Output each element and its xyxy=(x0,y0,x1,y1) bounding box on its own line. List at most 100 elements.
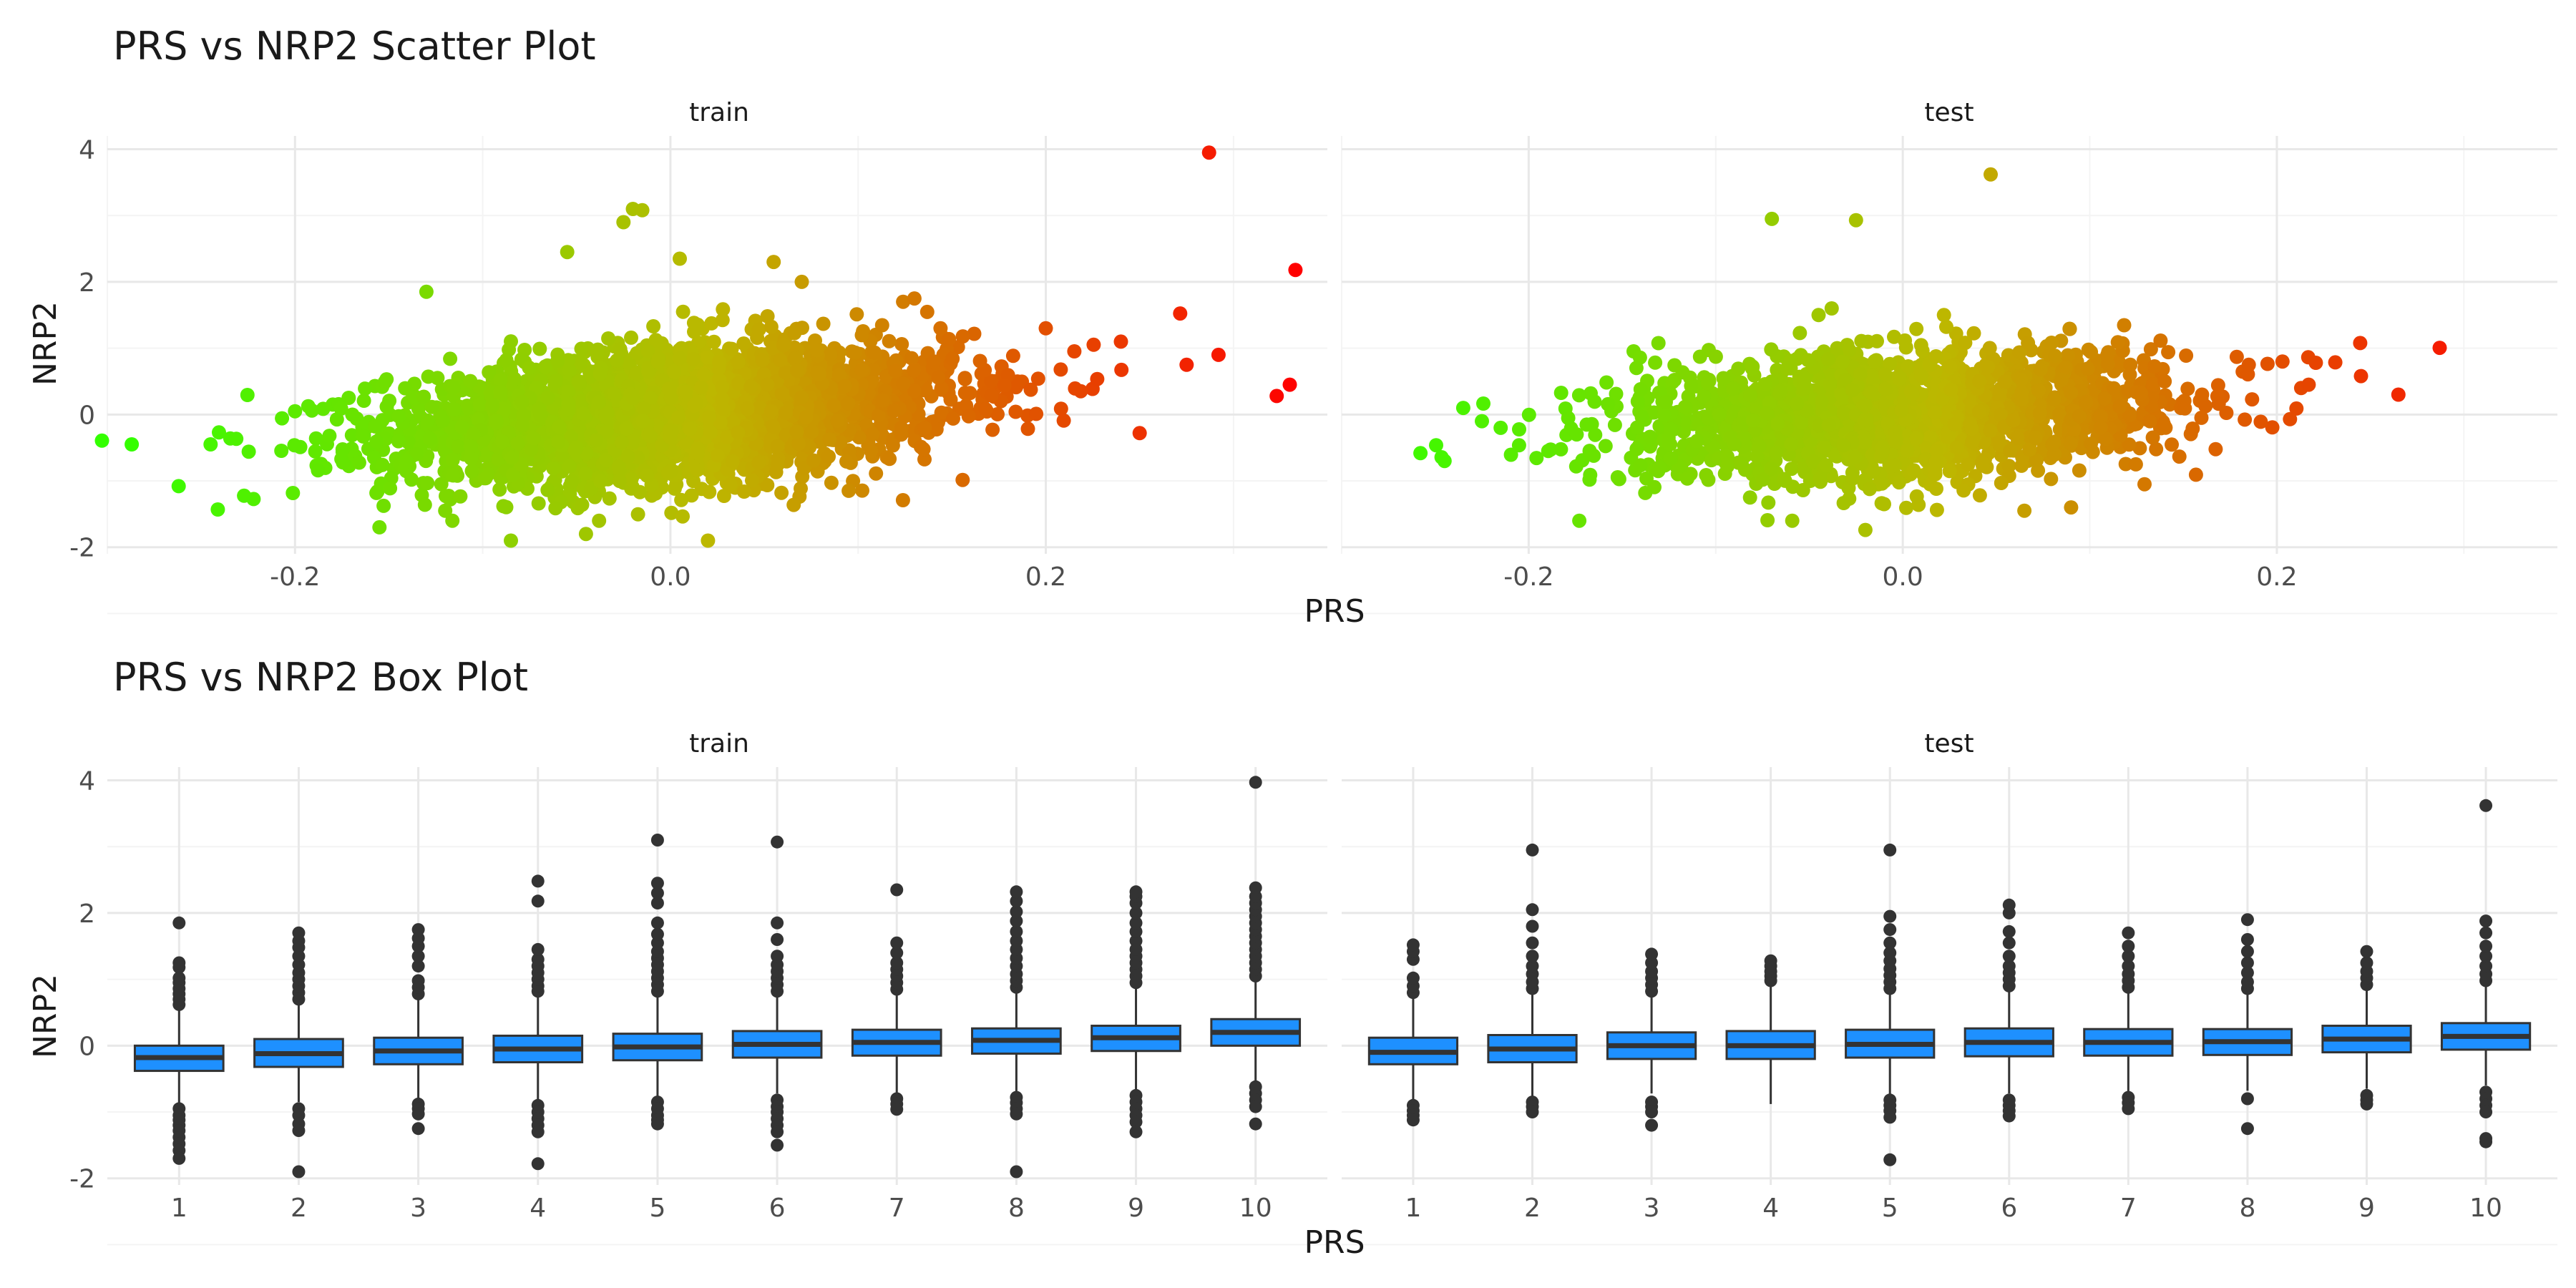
scatter-point xyxy=(855,483,869,498)
scatter-point xyxy=(601,331,616,346)
scatter-point xyxy=(701,533,716,548)
scatter-point xyxy=(1651,336,1666,351)
scatter-points-test xyxy=(1413,167,2447,537)
scatter-point xyxy=(493,384,508,399)
scatter-point xyxy=(724,341,739,356)
scatter-point xyxy=(336,455,351,470)
scatter-point xyxy=(2195,387,2210,402)
scatter-point xyxy=(1964,421,1979,436)
scatter-point xyxy=(1972,404,1987,419)
scatter-point xyxy=(786,497,801,512)
scatter-point xyxy=(358,381,373,396)
scatter-point xyxy=(731,425,746,440)
scatter-point xyxy=(1858,398,1873,413)
scatter-point xyxy=(417,497,432,512)
scatter-point xyxy=(2147,359,2162,374)
scatter-point xyxy=(625,391,640,406)
scatter-point xyxy=(686,316,701,331)
scatter-point xyxy=(1601,396,1616,411)
scatter-point xyxy=(2062,321,2077,336)
scatter-point xyxy=(787,326,802,341)
scatter-point xyxy=(942,331,957,346)
scatter-point xyxy=(540,482,555,497)
scatter-point xyxy=(522,360,537,375)
scatter-point xyxy=(799,410,814,425)
scatter-point xyxy=(660,465,675,480)
scatter-point xyxy=(1569,427,1584,442)
scatter-point xyxy=(743,379,758,394)
scatter-point xyxy=(766,255,781,270)
scatter-point xyxy=(867,363,882,378)
scatter-point xyxy=(984,388,999,403)
scatter-point xyxy=(1835,354,1850,369)
scatter-point xyxy=(2275,354,2290,369)
scatter-point xyxy=(854,363,869,378)
scatter-point xyxy=(2006,413,2021,428)
scatter-point xyxy=(1894,403,1909,418)
y-tick-label: 0 xyxy=(79,401,95,430)
box-plot-title: PRS vs NRP2 Box Plot xyxy=(113,655,528,700)
scatter-point xyxy=(504,450,519,465)
scatter-point xyxy=(934,405,949,420)
scatter-point xyxy=(702,484,717,499)
scatter-point xyxy=(1939,319,1953,334)
scatter-point xyxy=(1760,513,1775,527)
scatter-point xyxy=(1571,388,1586,403)
scatter-point xyxy=(854,328,869,343)
scatter-point xyxy=(672,351,687,366)
scatter-point xyxy=(1817,440,1832,455)
scatter-point xyxy=(499,353,514,368)
scatter-point xyxy=(516,409,531,424)
scatter-point xyxy=(990,406,1005,421)
y-tick-label: 4 xyxy=(79,136,95,165)
scatter-point xyxy=(931,370,946,385)
scatter-point xyxy=(507,371,522,386)
scatter-point xyxy=(1790,396,1804,411)
scatter-point xyxy=(760,377,775,392)
scatter-point xyxy=(1842,342,1857,357)
scatter-point xyxy=(1282,377,1297,392)
scatter-point xyxy=(1929,443,1944,458)
scatter-point xyxy=(435,414,450,429)
scatter-point xyxy=(690,462,705,477)
scatter-point xyxy=(822,432,837,447)
scatter-point xyxy=(839,454,854,469)
scatter-point xyxy=(561,402,576,417)
scatter-point xyxy=(1929,502,1944,517)
scatter-point xyxy=(1700,376,1715,391)
scatter-point xyxy=(2328,355,2343,370)
scatter-point xyxy=(763,404,779,419)
scatter-point xyxy=(1056,413,1071,428)
scatter-point xyxy=(2044,472,2059,487)
scatter-point xyxy=(678,384,693,399)
scatter-point xyxy=(491,452,505,467)
scatter-point xyxy=(1437,454,1452,469)
scatter-point xyxy=(1476,396,1491,411)
scatter-point xyxy=(907,363,921,378)
scatter-point xyxy=(2110,335,2125,350)
y-tick-label: 2 xyxy=(79,268,95,298)
scatter-point xyxy=(171,479,186,494)
scatter-point xyxy=(240,388,255,402)
scatter-point xyxy=(1132,426,1147,441)
scatter-point xyxy=(2117,318,2132,333)
scatter-point xyxy=(2391,387,2406,402)
scatter-point xyxy=(591,395,606,410)
scatter-point xyxy=(646,319,661,333)
scatter-point xyxy=(1755,472,1770,487)
scatter-point xyxy=(1906,463,1921,478)
scatter-point xyxy=(1173,306,1188,321)
scatter-point xyxy=(286,486,301,500)
scatter-point xyxy=(504,334,518,349)
scatter-point xyxy=(1929,482,1943,496)
scatter-strip-label-train: train xyxy=(689,98,749,127)
scatter-point xyxy=(94,433,109,448)
scatter-point xyxy=(1899,500,1913,515)
scatter-point xyxy=(882,333,897,348)
scatter-point xyxy=(896,294,911,309)
scatter-point xyxy=(2014,392,2029,407)
scatter-point xyxy=(335,442,350,457)
scatter-point xyxy=(972,353,987,369)
scatter-point xyxy=(447,380,461,395)
scatter-point xyxy=(766,419,780,434)
